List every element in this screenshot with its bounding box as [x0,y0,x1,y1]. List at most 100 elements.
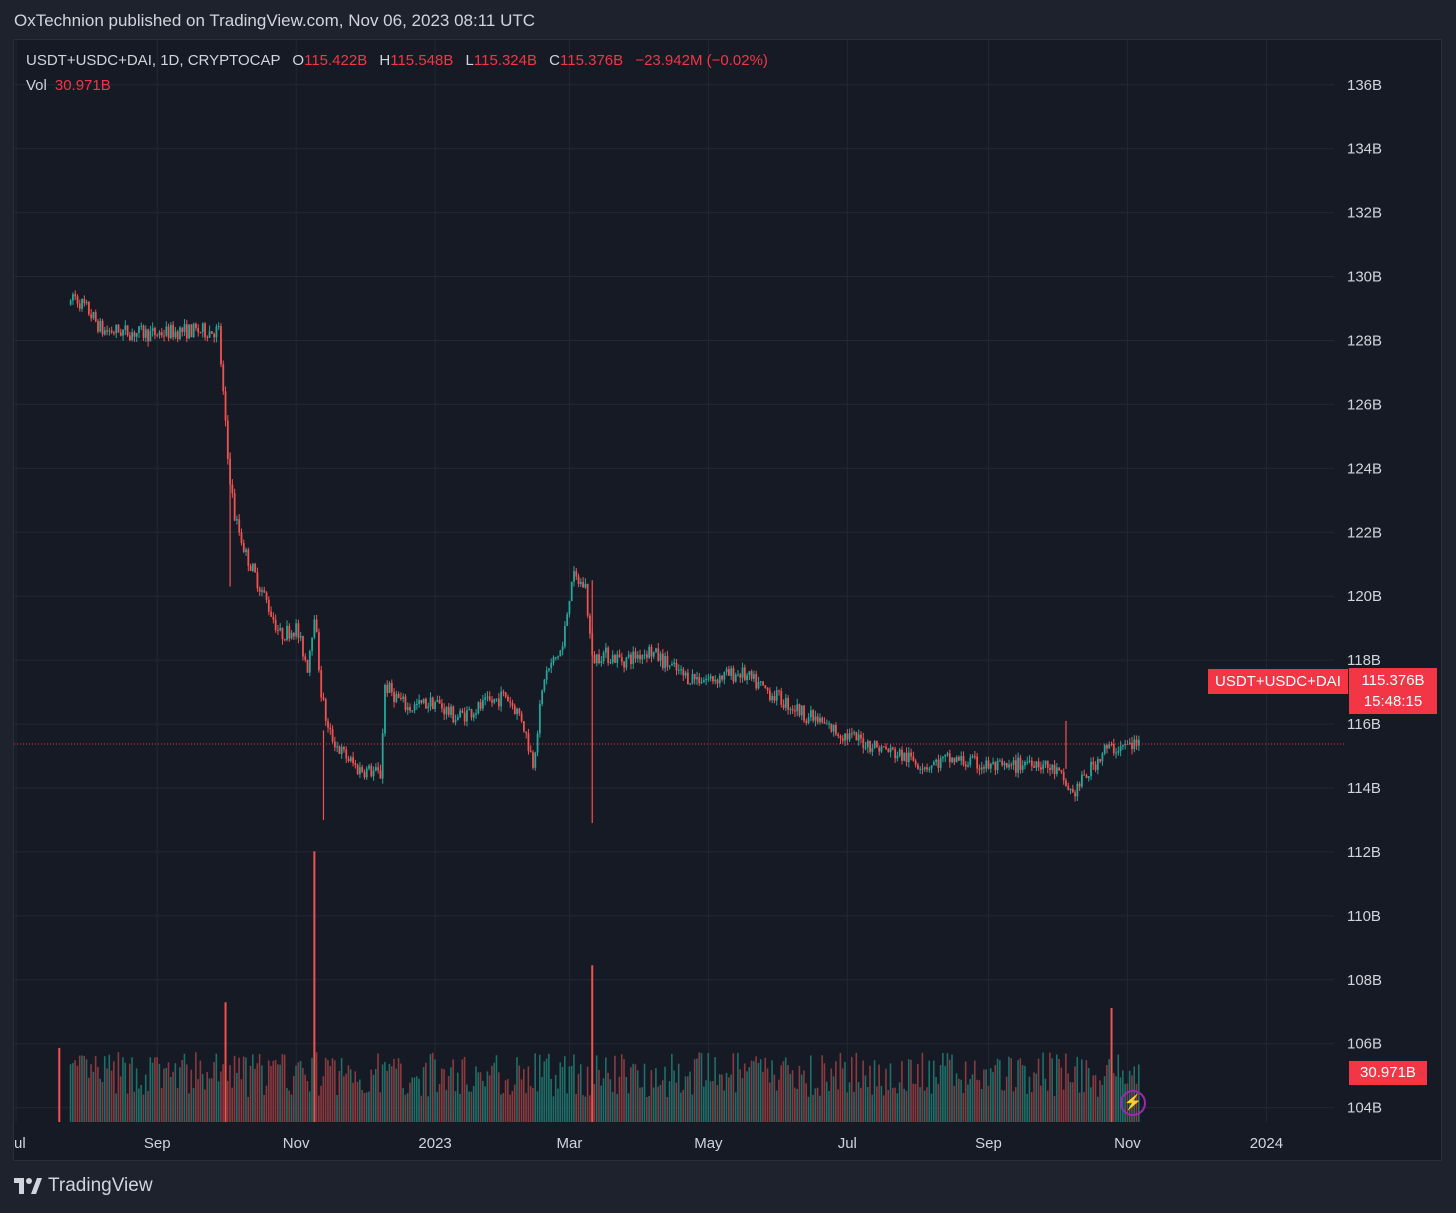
candle-body [406,707,409,710]
volume-bar [477,1072,480,1122]
candle-body [215,326,218,338]
volume-bar [491,1065,493,1122]
candle-body [891,747,894,750]
volume-bar [816,1087,819,1122]
candle-body [283,639,286,641]
candle-body [361,767,364,773]
candle-body [762,681,764,686]
volume-bar [830,1068,833,1122]
y-axis: 136B 134B 132B 130B 128B 126B 124B 122B 120B 118B… [1347,77,1382,1117]
candle-body [850,733,853,735]
lightning-icon[interactable]: ⚡ [1120,1090,1146,1116]
volume-spike [224,1002,227,1122]
candle-body [559,650,562,657]
candle-body [1012,760,1015,765]
chart-panel[interactable]: 136B 134B 132B 130B 128B 126B 124B 122B 120B 118B… [13,39,1442,1161]
candle-body [702,680,705,683]
brand-name[interactable]: TradingView [48,1175,153,1196]
candle-body [682,669,685,676]
volume-bar [573,1054,575,1122]
volume-bar [518,1065,521,1122]
volume-bar [639,1087,641,1122]
candle-body [1090,761,1092,777]
volume-bar [1117,1054,1120,1122]
candle-body [249,565,252,571]
candle-body [809,710,812,718]
candle-body [659,653,662,661]
candle-body [270,611,272,617]
candle-body [789,708,792,710]
volume-bar [741,1078,744,1122]
volume-bar [607,1072,609,1122]
volume-bar [1060,1067,1063,1122]
volume-bar [217,1081,220,1122]
candle-body [862,738,865,748]
volume-bar [290,1094,293,1122]
vol-value: 30.971B [54,77,111,94]
candle-body [741,667,744,678]
volume-bar [245,1057,247,1122]
volume-bar [650,1070,653,1122]
candle-body [429,697,432,707]
volume-bar [188,1093,190,1122]
volume-bar [994,1065,997,1122]
candle-body [841,738,844,741]
candle-body [1049,767,1051,770]
candle-body [577,576,580,585]
volume-bar [133,1091,136,1122]
candle-body [163,335,165,337]
volume-bar [504,1080,507,1122]
candle-body [880,746,883,752]
volume-bar [853,1091,855,1122]
symbol-label[interactable]: USDT+USDC+DAI, 1D, CRYPTOCAP [26,52,281,69]
volume-bars [58,851,1140,1122]
volume-bar [764,1057,767,1122]
volume-bar [210,1078,213,1122]
candle-body [1081,774,1083,787]
volume-bar [265,1085,268,1122]
candle-body [254,563,257,573]
tradingview-logo-icon[interactable] [14,1177,42,1195]
candle-body [119,332,122,336]
candle-body [1087,776,1090,779]
y-tick-label: 108B [1347,972,1382,989]
volume-bar [220,1071,222,1122]
candle-body [623,661,626,668]
volume-bar [172,1071,174,1122]
volume-bar [930,1093,933,1122]
volume-bar [846,1092,849,1122]
candle-body [425,698,427,709]
candle-body [923,767,926,770]
candle-body [1042,764,1045,770]
volume-bar [331,1058,334,1122]
candle-body [680,669,682,671]
candle-body [1131,742,1133,750]
candle-body [976,756,979,769]
volume-bar [602,1078,605,1122]
candle-body [181,327,184,333]
candle-body [313,619,316,638]
volume-bar [422,1067,425,1122]
candle-body [1062,772,1065,781]
candle-body [534,752,537,768]
candle-body [686,672,689,685]
volume-bar [497,1072,500,1122]
volume-bar [236,1072,238,1122]
candle-body [390,682,393,693]
volume-bar [814,1088,817,1122]
candle-body [525,731,528,734]
candle-body [1110,743,1113,745]
candle-body [1128,742,1131,745]
volume-bar [372,1074,375,1122]
price-chart[interactable]: 136B 134B 132B 130B 128B 126B 124B 122B 120B 118B… [14,40,1442,1161]
candle-body [1133,739,1136,750]
candle-body [775,690,778,701]
volume-bar [675,1082,678,1122]
volume-bar [322,1076,325,1122]
volume-bar [645,1096,648,1122]
candle-body [604,647,607,653]
volume-bar [784,1057,787,1122]
candle-body [946,753,949,756]
candle-body [839,735,842,739]
candle-body [607,647,610,663]
